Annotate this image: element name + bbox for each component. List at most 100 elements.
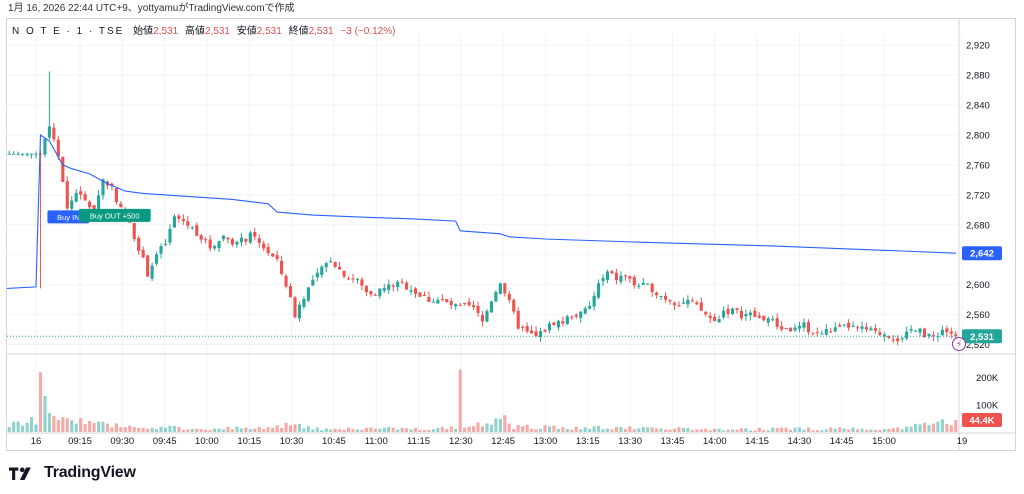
volume-bar <box>275 425 279 432</box>
candle-body <box>463 302 467 304</box>
volume-bar <box>891 428 895 432</box>
candle-body <box>351 278 355 280</box>
candle-body <box>927 333 931 337</box>
change-value: −3 (−0.12%) <box>340 26 396 37</box>
candle-body <box>79 191 83 195</box>
time-tick-label: 09:15 <box>68 436 92 447</box>
volume-bar <box>646 427 650 432</box>
candle-body <box>315 272 319 278</box>
time-tick-label: 09:30 <box>110 436 134 447</box>
volume-bar <box>449 426 453 432</box>
candle-body <box>878 332 882 335</box>
volume-bar <box>655 428 659 432</box>
volume-bar <box>431 429 435 432</box>
candle-body <box>498 283 502 294</box>
volume-bar <box>588 429 592 432</box>
volume-bar <box>494 418 498 432</box>
volume-bar <box>364 427 368 432</box>
tradingview-logo[interactable]: TradingView <box>8 464 136 482</box>
volume-bar <box>333 428 337 432</box>
candle-body <box>605 271 610 281</box>
candle-body <box>306 287 310 301</box>
volume-bar <box>748 430 752 432</box>
volume-bar <box>400 427 404 432</box>
volume-bar <box>47 413 51 432</box>
time-tick-label: 14:15 <box>745 436 769 447</box>
volume-bar <box>65 418 69 432</box>
symbol-label[interactable]: N O T E · 1 · TSE <box>12 26 125 37</box>
candle-body <box>329 261 333 263</box>
volume-bar <box>137 427 141 432</box>
volume-bar <box>722 430 726 432</box>
candle-body <box>659 295 663 297</box>
candle-body <box>391 285 395 287</box>
candle-body <box>155 254 159 264</box>
volume-bar <box>56 419 60 432</box>
open-label: 始値 <box>133 26 154 37</box>
time-tick-label: 11:00 <box>365 436 388 447</box>
volume-bar <box>351 429 355 432</box>
volume-bar <box>914 423 918 432</box>
candle-body <box>43 138 47 155</box>
price-tick-label: 2,880 <box>966 71 990 82</box>
volume-bar <box>530 428 534 432</box>
volume-bar <box>663 429 668 432</box>
annotation-label: Buy IN <box>57 213 80 222</box>
candle-body <box>864 327 869 330</box>
price-tick-label: 2,720 <box>966 190 990 201</box>
candle-body <box>369 291 373 295</box>
price-tick-label: 2,760 <box>966 160 990 171</box>
candle-body <box>163 243 168 245</box>
volume-bar <box>7 426 11 432</box>
candle-body <box>378 288 382 297</box>
candle-body <box>663 295 668 300</box>
volume-bar <box>489 424 493 432</box>
volume-bar <box>378 428 382 432</box>
volume-bar <box>284 422 288 432</box>
candle-body <box>297 304 302 319</box>
high-label: 高値 <box>184 26 205 37</box>
candle-body <box>516 310 520 329</box>
candle-body <box>186 221 190 226</box>
candle-body <box>119 203 123 208</box>
candle-body <box>887 336 891 339</box>
volume-bar <box>650 427 654 432</box>
volume-bar <box>739 428 744 432</box>
candle-body <box>21 153 25 155</box>
volume-bar <box>12 421 16 432</box>
candles <box>7 71 958 346</box>
volume-bar <box>123 427 127 432</box>
candle-body <box>847 322 851 328</box>
volume-bar <box>70 420 74 432</box>
candle-body <box>248 232 252 243</box>
candle-body <box>556 320 560 328</box>
volume-bar <box>204 429 208 432</box>
candle-body <box>784 327 788 329</box>
volume-bar <box>552 425 556 432</box>
volume-bar <box>346 427 351 432</box>
volume-bar <box>463 427 467 432</box>
lightning-icon[interactable]: ⚡ <box>952 337 966 351</box>
volume-bar <box>838 427 842 432</box>
candle-body <box>766 318 770 323</box>
volume-bar <box>820 430 824 432</box>
axes: 2,9202,8802,8402,8002,7602,7202,6802,640… <box>7 19 1016 450</box>
price-tick-label: 2,800 <box>966 131 990 142</box>
annotation-label: Buy OUT +500 <box>90 211 140 220</box>
candle-body <box>239 237 243 243</box>
candle-body <box>83 194 87 201</box>
candle-body <box>802 322 806 328</box>
candle-body <box>739 310 744 319</box>
volume-bar <box>221 429 226 432</box>
candle-body <box>253 232 257 237</box>
volume-bar <box>311 429 315 432</box>
volume-bar <box>485 423 489 432</box>
volume-bar <box>181 429 185 432</box>
volume-bar <box>83 424 87 432</box>
volume-tick-label: 100K <box>976 400 999 411</box>
volume-bar <box>547 426 552 432</box>
volume-bar <box>945 424 949 432</box>
volume-bar <box>119 427 123 432</box>
candle-body <box>713 316 717 322</box>
